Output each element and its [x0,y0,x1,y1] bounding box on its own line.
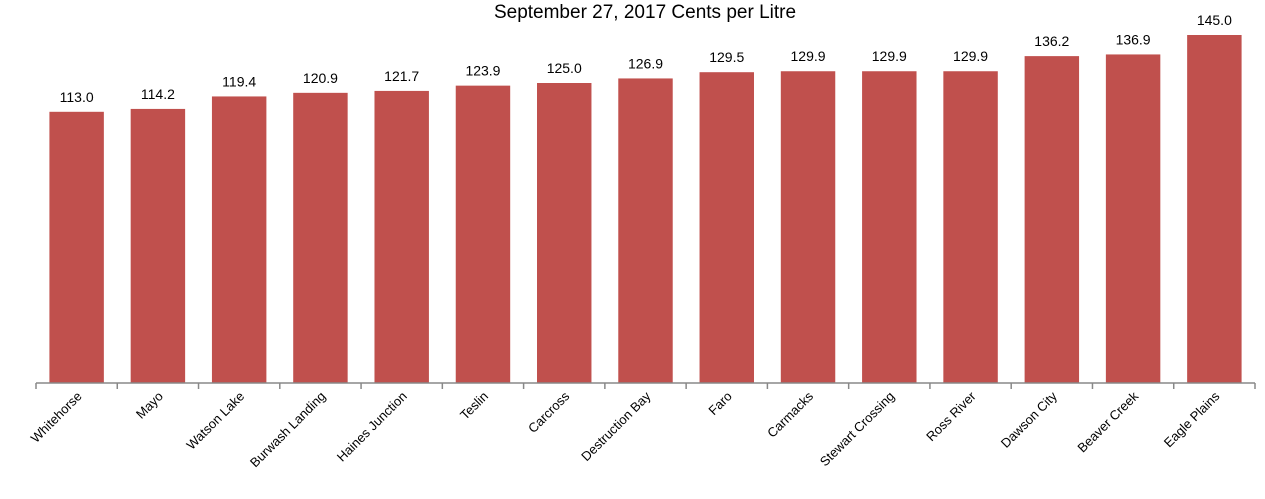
value-label: 123.9 [465,63,500,79]
x-tick-label: Destruction Bay [578,388,654,464]
x-tick-label: Mayo [133,389,166,422]
x-tick-label: Beaver Creek [1074,388,1141,455]
value-label: 121.7 [384,68,419,84]
bar [1187,35,1242,383]
value-label: 145.0 [1197,12,1232,28]
x-tick-label: Stewart Crossing [817,389,898,470]
bar [1024,56,1080,384]
value-label: 129.9 [953,48,988,64]
bar [780,71,836,384]
value-label: 119.4 [222,73,256,89]
bar [1105,54,1161,383]
x-tick-label: Carmacks [764,388,816,440]
value-label: 136.2 [1034,33,1069,49]
x-tick-label: Eagle Plains [1161,388,1223,450]
x-tick-label: Whitehorse [28,389,85,446]
chart-title: September 27, 2017 Cents per Litre [494,2,796,23]
bar [455,85,511,383]
bar [618,78,673,383]
value-label: 114.2 [141,86,175,102]
bar [49,111,104,384]
bar [943,71,998,384]
bar [374,90,429,384]
bar [211,96,267,383]
x-tick-label: Dawson City [998,388,1061,451]
value-label: 125.0 [547,60,582,76]
value-label: 129.9 [791,48,826,64]
bar [293,92,348,383]
bar [862,71,917,384]
value-label: 120.9 [303,70,338,86]
value-label: 126.9 [628,55,663,71]
value-label: 129.5 [709,49,744,65]
bar [130,108,186,384]
value-label: 136.9 [1116,31,1151,47]
x-tick-label: Haines Junction [334,389,410,465]
value-label: 113.0 [60,89,94,105]
x-tick-label: Ross River [923,388,979,444]
x-tick-label: Faro [705,389,735,419]
x-tick-label: Carcross [525,388,573,436]
x-tick-label: Burwash Landing [247,389,329,471]
x-tick-label: Teslin [457,389,491,423]
value-label: 129.9 [872,48,907,64]
bar [699,72,754,383]
bar [537,83,592,383]
x-tick-label: Watson Lake [183,389,247,453]
